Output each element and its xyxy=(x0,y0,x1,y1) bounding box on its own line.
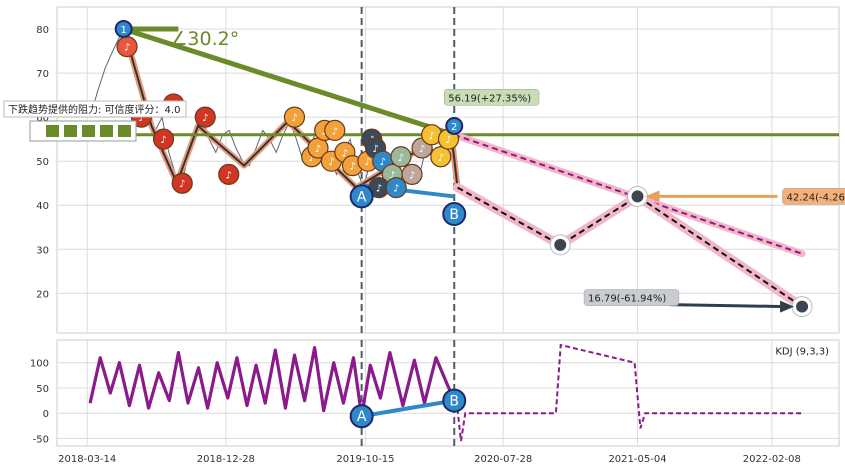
signal-marker xyxy=(283,106,306,128)
pivot-marker xyxy=(349,184,374,209)
signal-marker xyxy=(385,177,407,199)
rating-square xyxy=(118,125,131,137)
target-arrow-head xyxy=(645,190,660,203)
target-point xyxy=(554,238,567,251)
kdj-series-line xyxy=(88,346,456,418)
kdj-pivot-label: A xyxy=(357,409,367,425)
kdj-projection-line xyxy=(454,343,803,442)
signal-note-icon: ♪ xyxy=(179,179,185,190)
kdj-pivot-marker xyxy=(349,404,374,429)
signal-note-icon: ♪ xyxy=(332,126,338,137)
signal-marker xyxy=(171,172,193,194)
x-axis: 2018-03-14 2018-12-28 2019-10-15 2020-07-28… xyxy=(58,454,801,465)
price-y-tick-label: 40 xyxy=(36,201,49,212)
resistance-tooltip-text: 下跌趋势提供的阻力: 可信度评分：4.0 xyxy=(8,103,180,116)
signal-note-icon: ♪ xyxy=(428,131,434,142)
signal-note-icon: ♪ xyxy=(438,153,444,164)
target-annotation-box xyxy=(583,289,680,306)
kdj-pivot-label: B xyxy=(449,394,459,410)
price-plot-area xyxy=(56,6,840,334)
pivot-label: B xyxy=(449,207,459,223)
x-tick-label: 2018-12-28 xyxy=(197,454,255,465)
signal-note-icon: ♪ xyxy=(380,157,386,168)
signal-note-icon: ♪ xyxy=(124,43,130,54)
signal-note-icon: ♪ xyxy=(291,113,297,124)
target-point xyxy=(796,300,809,313)
kdj-y-tick-label: -50 xyxy=(33,434,49,445)
signal-note-icon: ♪ xyxy=(376,184,382,195)
signal-marker xyxy=(194,106,216,128)
signal-note-icon: ♪ xyxy=(160,135,166,146)
trend-angle-label: ∠30.2° xyxy=(170,28,239,50)
price-y-tick-label: 60 xyxy=(36,113,49,124)
x-tick-label: 2022-02-08 xyxy=(743,454,801,465)
signal-note-icon: ♪ xyxy=(445,135,451,146)
price-y-tick-label: 30 xyxy=(36,245,49,256)
target-point xyxy=(631,190,644,203)
signal-note-icon: ♪ xyxy=(226,170,232,181)
signal-note-icon: ♪ xyxy=(349,162,355,173)
rating-square xyxy=(64,125,77,137)
kdj-y-tick-label: 0 xyxy=(43,409,49,420)
x-tick-label: 2020-07-28 xyxy=(474,454,532,465)
target-arrow-shaft xyxy=(670,303,785,309)
target-annotation-box xyxy=(443,89,540,106)
target-arrow-head xyxy=(780,300,795,313)
signal-note-icon: ♪ xyxy=(328,157,334,168)
signal-note-icon: ♪ xyxy=(419,144,425,155)
target-annotation-text: 56.19(+27.35%) xyxy=(448,93,531,104)
x-tick-label: 2018-03-14 xyxy=(58,454,116,465)
signal-marker xyxy=(324,119,346,141)
x-tick-label: 2019-10-15 xyxy=(336,454,394,465)
kdj-ab-segment xyxy=(361,398,455,419)
signal-note-icon: ♪ xyxy=(309,153,315,164)
signal-note-icon: ♪ xyxy=(342,148,348,159)
pivot-marker xyxy=(442,202,467,227)
kdj-title: KDJ (9,3,3) xyxy=(775,347,829,358)
rating-square xyxy=(46,125,59,137)
signal-marker xyxy=(430,146,452,168)
target-annotation-text: 42.24(-4.26%) xyxy=(787,192,845,203)
pivot-label: 1 xyxy=(120,25,126,36)
signal-note-icon: ♪ xyxy=(409,170,415,181)
resistance-tooltip-box xyxy=(3,100,187,118)
signal-note-icon: ♪ xyxy=(389,170,395,181)
downtrend-line xyxy=(122,26,455,138)
kdj-pivot-marker xyxy=(442,388,467,413)
price-y-tick-label: 80 xyxy=(36,25,49,36)
signal-note-icon: ♪ xyxy=(393,184,399,195)
pivot-label: A xyxy=(357,189,367,205)
kdj-y-tick-label: 50 xyxy=(36,384,49,395)
signal-marker xyxy=(218,163,240,186)
pivot-marker xyxy=(114,20,133,39)
signal-marker xyxy=(390,146,412,168)
signal-marker xyxy=(152,128,175,150)
signal-note-icon: ♪ xyxy=(138,113,144,124)
target-annotation-box xyxy=(782,188,845,205)
signal-marker xyxy=(401,163,423,186)
kdj-y-tick-label: 100 xyxy=(30,359,49,370)
signal-note-icon: ♪ xyxy=(315,144,321,155)
rating-square xyxy=(82,125,95,137)
x-tick-label: 2021-05-04 xyxy=(608,454,666,465)
price-y-tick-label: 20 xyxy=(36,289,49,300)
signal-note-icon: ♪ xyxy=(365,157,371,168)
signal-note-icon: ♪ xyxy=(372,144,378,155)
projection-path-line xyxy=(457,186,803,308)
price-y-tick-label: 50 xyxy=(36,157,49,168)
signal-note-icon: ♪ xyxy=(202,113,208,124)
signal-note-icon: ♪ xyxy=(398,153,404,164)
kdj-panel: -50 0 50 100 A B KDJ (9,3,3) xyxy=(30,339,840,447)
rating-square xyxy=(100,125,113,137)
target-annotation-text: 16.79(-61.94%) xyxy=(588,294,666,305)
pivot-marker xyxy=(445,116,464,135)
price-y-tick-label: 70 xyxy=(36,69,49,80)
pivot-label: 2 xyxy=(451,122,457,133)
